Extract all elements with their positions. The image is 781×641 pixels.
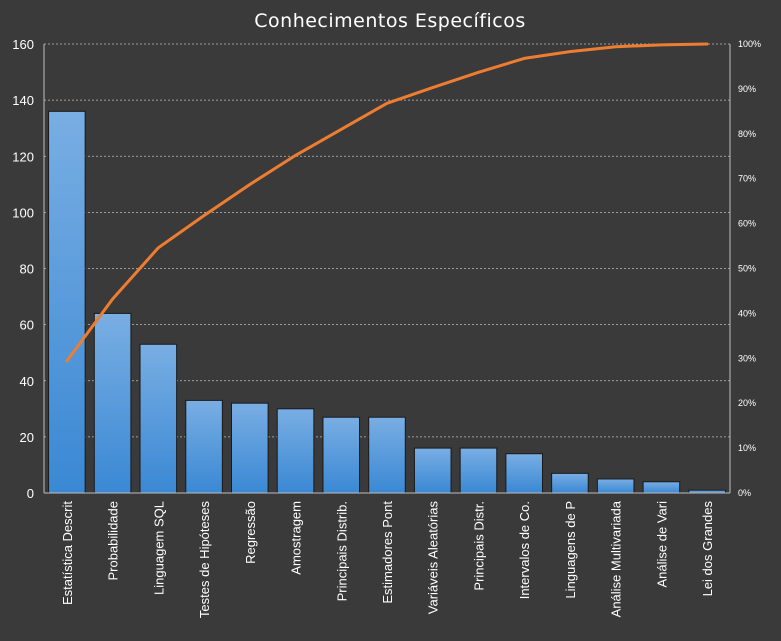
y2-tick-label: 0% bbox=[738, 488, 751, 498]
y2-tick-label: 100% bbox=[738, 39, 761, 49]
bar bbox=[322, 416, 361, 494]
bar bbox=[185, 399, 223, 494]
category-label: Linguagens de P bbox=[563, 501, 578, 599]
category-label: Linguagem SQL bbox=[151, 501, 166, 595]
category-label: Amostragem bbox=[289, 501, 304, 575]
y-tick-label: 100 bbox=[12, 205, 34, 220]
category-label: Variáveis Aleatórias bbox=[426, 501, 441, 615]
bar bbox=[642, 481, 681, 494]
bar bbox=[48, 110, 86, 494]
bar bbox=[93, 312, 132, 494]
bar bbox=[596, 478, 635, 494]
y-tick-label: 20 bbox=[20, 430, 34, 445]
category-label: Testes de Hipóteses bbox=[197, 501, 212, 619]
category-label: Análise de Vari bbox=[654, 501, 669, 588]
bar bbox=[231, 402, 269, 494]
bar bbox=[551, 472, 589, 494]
bar bbox=[459, 447, 498, 494]
y-tick-label: 40 bbox=[20, 374, 34, 389]
bar bbox=[139, 343, 178, 494]
y-tick-label: 80 bbox=[20, 262, 34, 277]
labels: 0 20 40 60 80 100 120 140 160 0% 10% 20% 30% 40% 50% 60… bbox=[12, 37, 761, 618]
y-tick-label: 120 bbox=[12, 149, 34, 164]
category-label: Regressão bbox=[243, 501, 258, 564]
y2-tick-label: 40% bbox=[738, 308, 756, 318]
category-label: Estimadores Pont bbox=[380, 501, 395, 604]
y2-tick-label: 90% bbox=[738, 84, 756, 94]
y-tick-label: 60 bbox=[20, 318, 34, 333]
y2-tick-label: 10% bbox=[738, 443, 756, 453]
y2-tick-label: 50% bbox=[738, 264, 756, 274]
y2-tick-label: 30% bbox=[738, 353, 756, 363]
axes bbox=[43, 44, 731, 494]
category-label: Intervalos de Co. bbox=[517, 501, 532, 599]
bar bbox=[413, 447, 452, 494]
cumulative-line bbox=[65, 42, 709, 363]
category-label: Análise Multivariada bbox=[609, 500, 624, 617]
chart-title: Conhecimentos Específicos bbox=[254, 10, 525, 32]
bar bbox=[276, 408, 315, 494]
bar bbox=[505, 453, 543, 494]
category-label: Lei dos Grandes bbox=[700, 501, 715, 597]
bars bbox=[48, 110, 726, 494]
y-tick-label: 160 bbox=[12, 37, 34, 52]
category-label: Probabilidade bbox=[106, 501, 121, 581]
y-tick-label: 140 bbox=[12, 93, 34, 108]
bar bbox=[368, 416, 406, 494]
y-tick-label: 0 bbox=[27, 486, 34, 501]
category-label: Principais Distrib. bbox=[334, 501, 349, 601]
y2-tick-label: 80% bbox=[738, 129, 756, 139]
y2-tick-label: 70% bbox=[738, 174, 756, 184]
y2-tick-label: 20% bbox=[738, 398, 756, 408]
category-label: Principais Distr. bbox=[471, 501, 486, 591]
category-label: Estatística Descrit bbox=[60, 501, 75, 605]
cumulative-percent-line bbox=[65, 42, 709, 363]
y2-tick-label: 60% bbox=[738, 219, 756, 229]
